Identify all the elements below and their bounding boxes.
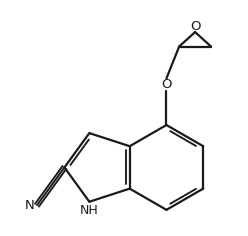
Text: O: O [161, 78, 172, 91]
Text: NH: NH [80, 204, 99, 217]
Text: O: O [190, 20, 200, 33]
Text: N: N [24, 199, 34, 212]
